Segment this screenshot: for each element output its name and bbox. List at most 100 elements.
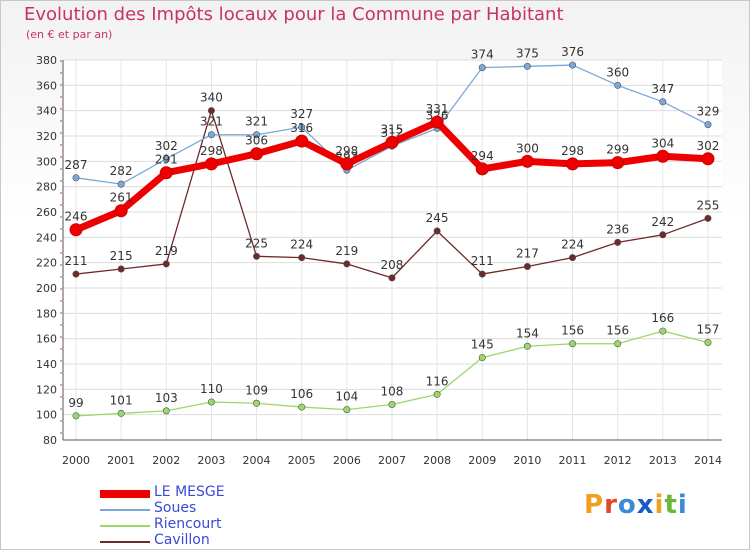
data-label: 302 <box>697 139 720 153</box>
data-point <box>117 265 125 273</box>
data-label: 329 <box>697 105 720 119</box>
x-tick-label: 2005 <box>288 454 316 467</box>
data-point <box>207 107 215 115</box>
data-label: 242 <box>651 215 674 229</box>
data-label: 101 <box>110 393 133 407</box>
data-point <box>72 412 80 420</box>
data-point <box>523 342 531 350</box>
y-tick-label: 380 <box>36 54 57 67</box>
legend-item-soues: Soues <box>100 500 360 517</box>
data-point <box>340 157 354 171</box>
y-tick-label: 260 <box>36 206 57 219</box>
plot-area <box>63 60 722 440</box>
data-point <box>569 340 577 348</box>
legend-label: Cavillon <box>154 532 210 548</box>
data-point <box>207 398 215 406</box>
y-tick-label: 320 <box>36 130 57 143</box>
data-label: 321 <box>200 115 223 129</box>
data-point <box>298 403 306 411</box>
data-label: 255 <box>697 198 720 212</box>
data-point <box>704 214 712 222</box>
data-point <box>388 274 396 282</box>
data-label: 156 <box>606 324 629 338</box>
data-label: 225 <box>245 236 268 250</box>
y-tick-label: 220 <box>36 257 57 270</box>
data-label: 327 <box>290 107 313 121</box>
y-tick-label: 280 <box>36 181 57 194</box>
data-label: 299 <box>606 143 629 157</box>
data-label: 219 <box>155 244 178 258</box>
data-label: 347 <box>651 82 674 96</box>
data-point <box>72 270 80 278</box>
data-point <box>204 157 218 171</box>
data-point <box>478 64 486 72</box>
data-point <box>117 180 125 188</box>
data-label: 302 <box>155 139 178 153</box>
x-tick-label: 2014 <box>694 454 722 467</box>
data-point <box>430 115 444 129</box>
legend-swatch <box>100 525 150 527</box>
data-label: 306 <box>245 134 268 148</box>
y-tick-label: 240 <box>36 231 57 244</box>
data-label: 104 <box>335 390 358 404</box>
legend-label: Riencourt <box>154 516 222 532</box>
data-label: 298 <box>335 144 358 158</box>
data-label: 224 <box>290 238 313 252</box>
legend-swatch <box>100 541 150 543</box>
legend-swatch <box>100 509 150 511</box>
legend-item-le-mesge: LE MESGE <box>100 484 360 501</box>
data-point <box>475 162 489 176</box>
y-tick-label: 180 <box>36 307 57 320</box>
x-tick-label: 2003 <box>197 454 225 467</box>
data-label: 245 <box>426 211 449 225</box>
data-label: 103 <box>155 391 178 405</box>
data-point <box>659 231 667 239</box>
data-point <box>298 254 306 262</box>
data-label: 326 <box>426 108 449 122</box>
series-riencourt: 99 101 103 110 109 106 104 108 116 145 154 156 156 16… <box>68 311 719 420</box>
x-tick-label: 2007 <box>378 454 406 467</box>
data-point <box>162 155 170 163</box>
data-point <box>704 338 712 346</box>
data-point <box>114 204 128 218</box>
data-point <box>433 227 441 235</box>
data-label: 110 <box>200 382 223 396</box>
data-point <box>343 260 351 268</box>
data-point <box>385 135 399 149</box>
data-label: 219 <box>335 244 358 258</box>
data-label: 154 <box>516 326 539 340</box>
data-point <box>162 407 170 415</box>
data-point <box>569 61 577 69</box>
x-tick-label: 2013 <box>649 454 677 467</box>
data-point <box>478 354 486 362</box>
legend-label: LE MESGE <box>154 484 225 500</box>
legend-label: Soues <box>154 500 197 516</box>
data-label: 211 <box>65 254 88 268</box>
data-label: 108 <box>381 385 404 399</box>
data-point <box>478 270 486 278</box>
data-label: 300 <box>516 141 539 155</box>
y-tick-label: 120 <box>36 383 57 396</box>
data-point <box>298 123 306 131</box>
x-tick-label: 2010 <box>513 454 541 467</box>
x-tick-label: 2004 <box>243 454 271 467</box>
data-label: 291 <box>155 153 178 167</box>
data-label: 321 <box>245 115 268 129</box>
y-tick-label: 100 <box>36 409 57 422</box>
data-label: 360 <box>606 65 629 79</box>
x-tick-label: 2008 <box>423 454 451 467</box>
y-tick-label: 300 <box>36 155 57 168</box>
data-label: 99 <box>68 396 83 410</box>
x-tick-label: 2006 <box>333 454 361 467</box>
data-point <box>523 262 531 270</box>
data-label: 282 <box>110 164 133 178</box>
data-point <box>250 147 264 161</box>
data-label: 304 <box>651 136 674 150</box>
data-label: 261 <box>110 191 133 205</box>
data-point <box>72 174 80 182</box>
data-label: 166 <box>651 311 674 325</box>
data-label: 116 <box>426 374 449 388</box>
y-tick-label: 340 <box>36 105 57 118</box>
